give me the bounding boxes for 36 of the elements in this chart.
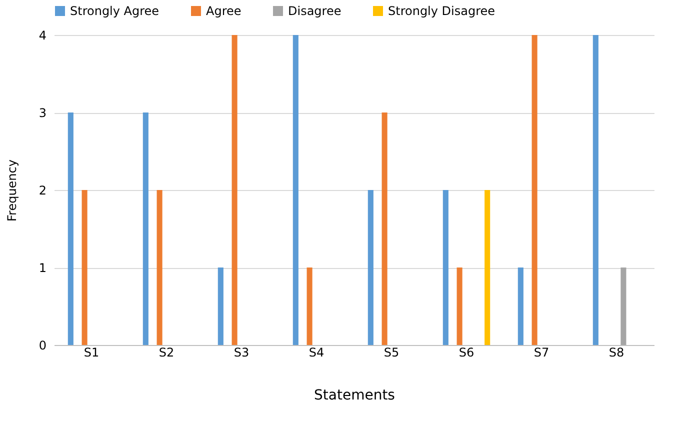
bar: [518, 268, 524, 345]
y-axis-title: Frequency: [4, 160, 19, 222]
bar: [592, 35, 598, 345]
bar: [218, 268, 224, 345]
x-tick-label: S7: [534, 346, 550, 360]
x-tick-label: S1: [84, 346, 100, 360]
x-tick-label: S3: [234, 346, 250, 360]
bar: [368, 190, 374, 345]
bar: [442, 190, 448, 345]
y-tick-label: 2: [38, 184, 46, 198]
bar: [82, 190, 88, 345]
bar: [292, 35, 298, 345]
legend-label: Disagree: [288, 4, 342, 18]
y-tick-label: 1: [38, 261, 46, 275]
bar: [532, 35, 538, 345]
bar: [142, 112, 148, 345]
bar: [68, 112, 74, 345]
x-tick-label: S4: [308, 346, 324, 360]
legend-label: Strongly Disagree: [388, 4, 496, 18]
legend-label: Agree: [206, 4, 242, 18]
x-axis-title: Statements: [314, 388, 395, 404]
x-tick-label: S2: [158, 346, 174, 360]
bar: [484, 190, 490, 345]
bar: [382, 112, 388, 345]
legend-label: Strongly Agree: [70, 4, 160, 18]
y-tick-label: 4: [38, 28, 46, 42]
y-tick-label: 0: [38, 338, 46, 352]
bar: [232, 35, 238, 345]
x-tick-label: S5: [384, 346, 400, 360]
bar: [306, 268, 312, 345]
x-tick-label: S6: [458, 346, 474, 360]
bar: [456, 268, 462, 345]
y-tick-label: 3: [38, 106, 46, 120]
bar: [156, 190, 162, 345]
bar: [620, 268, 626, 345]
x-tick-label: S8: [608, 346, 624, 360]
